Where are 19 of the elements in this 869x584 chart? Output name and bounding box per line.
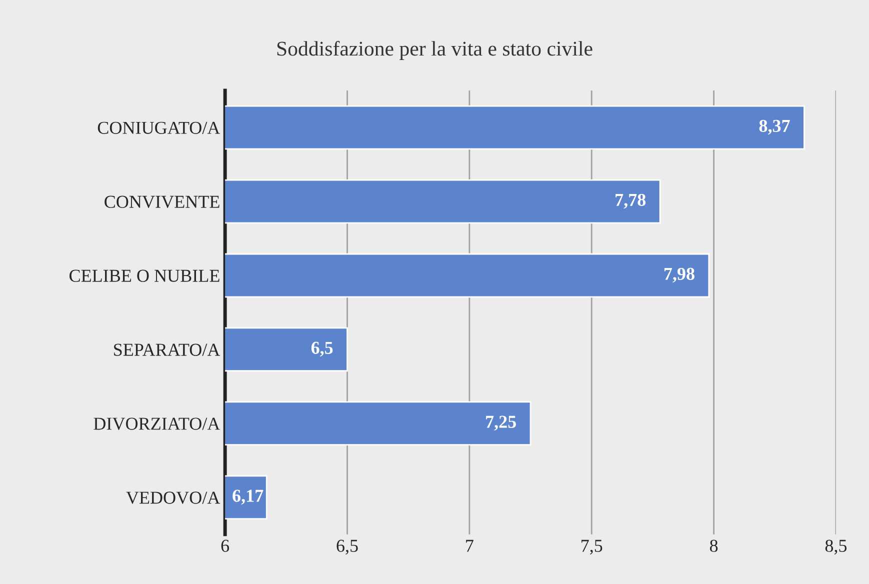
data-label: 6,17 [232,490,264,505]
y-tick-label: VEDOVO/A [126,492,220,504]
y-tick-label: CONVIVENTE [104,196,220,208]
data-label: 7,25 [486,416,516,431]
x-tick-label: 6,5 [336,540,358,555]
x-tick-label: 8,5 [825,540,847,555]
y-tick-label: SEPARATO/A [114,344,220,356]
data-label: 7,98 [664,268,694,283]
x-tick-label: 8 [710,540,718,552]
x-tick-label: 6 [221,540,230,552]
y-tick-label: CONIUGATO/A [98,122,220,134]
x-tick-label: 7,5 [582,540,602,555]
x-tick-label: 7 [466,540,474,552]
chart-title: Soddisfazione per la vita e stato civile [277,40,592,60]
data-label: 7,78 [616,194,646,209]
y-tick-label: CELIBE O NUBILE [70,270,220,282]
y-tick-label: DIVORZIATO/A [94,418,220,430]
data-label: 8,37 [759,120,790,135]
data-label: 6,5 [311,342,333,357]
